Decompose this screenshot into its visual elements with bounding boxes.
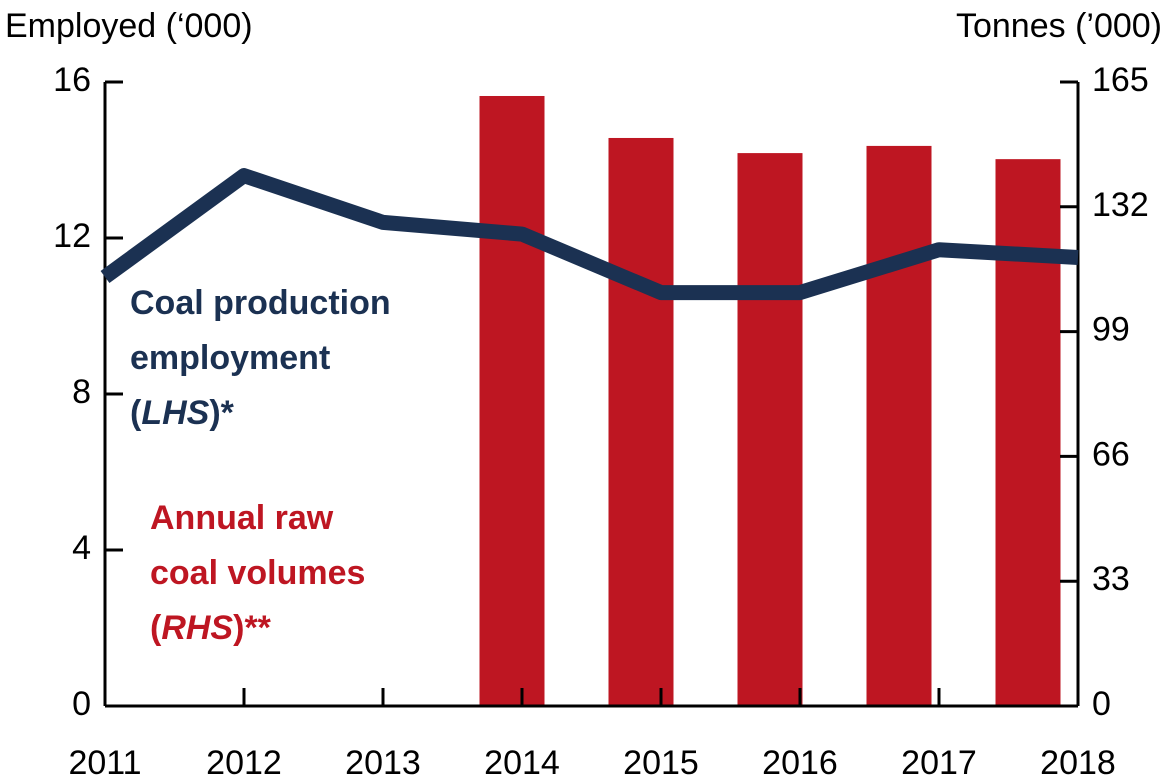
x-tick-label: 2014 bbox=[484, 744, 560, 780]
x-tick-label: 2018 bbox=[1040, 744, 1116, 780]
bar bbox=[995, 159, 1061, 706]
y2-tick-label: 132 bbox=[1092, 186, 1149, 224]
y-axis-title: Employed (‘000) bbox=[5, 7, 253, 45]
x-tick-label: 2016 bbox=[762, 744, 838, 780]
series-label-part: ( bbox=[150, 609, 162, 647]
series-label-part: RHS bbox=[161, 609, 233, 647]
series-label-part: Annual raw bbox=[150, 499, 334, 537]
series-label-part: ( bbox=[130, 394, 142, 432]
series-label-part: coal volumes bbox=[150, 554, 365, 592]
bar bbox=[608, 137, 674, 707]
y2-tick-label: 33 bbox=[1092, 560, 1130, 598]
x-tick-label: 2012 bbox=[206, 744, 282, 780]
x-tick-label: 2015 bbox=[623, 744, 699, 780]
series-label: (RHS)** bbox=[150, 609, 272, 647]
y-tick-label: 8 bbox=[72, 373, 91, 411]
line bbox=[100, 168, 1079, 301]
series-label: coal volumes bbox=[150, 554, 365, 592]
y-tick-label: 12 bbox=[53, 217, 91, 255]
bar bbox=[866, 145, 932, 706]
series-label-part: employment bbox=[130, 339, 330, 377]
series-label: Annual raw bbox=[150, 499, 334, 537]
series-label: employment bbox=[130, 339, 330, 377]
x-tick-label: 2017 bbox=[901, 744, 977, 780]
series-label-part: )* bbox=[209, 394, 234, 432]
y-tick-label: 4 bbox=[72, 529, 91, 567]
y2-tick-label: 99 bbox=[1092, 311, 1130, 349]
series-label-part: LHS bbox=[141, 394, 209, 432]
y2-tick-label: 165 bbox=[1092, 61, 1149, 99]
y2-axis-title: Tonnes (’000) bbox=[956, 7, 1162, 45]
y-tick-label: 16 bbox=[53, 61, 91, 99]
x-tick-label: 2013 bbox=[345, 744, 421, 780]
y2-tick-label: 0 bbox=[1092, 685, 1111, 723]
series-label: (LHS)* bbox=[130, 394, 235, 432]
y2-tick-label: 66 bbox=[1092, 435, 1130, 473]
series-label-part: )** bbox=[233, 609, 272, 647]
y-tick-label: 0 bbox=[72, 685, 91, 723]
bar bbox=[479, 95, 545, 706]
x-tick-label: 2011 bbox=[68, 744, 141, 780]
series-label: Coal production bbox=[130, 284, 391, 322]
bar bbox=[737, 153, 803, 707]
series-label-part: Coal production bbox=[130, 284, 391, 322]
